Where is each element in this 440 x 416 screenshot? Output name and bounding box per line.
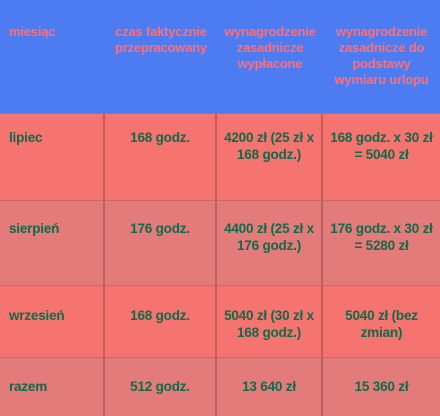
header-salary-paid: wynagrodzenie zasadnicze wypłacone bbox=[224, 24, 316, 71]
table-header-row: miesiąc czas faktycznie przepracowany wy… bbox=[0, 0, 440, 113]
cell-hours: 176 godz. bbox=[105, 201, 217, 286]
cell-base: 15 360 zł bbox=[354, 379, 409, 394]
cell-base: 176 godz. x 30 zł = 5280 zł bbox=[330, 221, 433, 253]
cell-hours: 512 godz. bbox=[105, 358, 217, 416]
cell-paid: 13 640 zł bbox=[217, 358, 323, 416]
cell-paid: 5040 zł (30 zł x 168 godz.) bbox=[217, 286, 323, 358]
cell-base: 168 godz. x 30 zł = 5040 zł bbox=[330, 130, 433, 162]
cell-base: 5040 zł (bez zmian) bbox=[345, 308, 418, 340]
table-row: lipiec 168 godz. 4200 zł (25 zł x 168 go… bbox=[0, 113, 440, 201]
header-hours-worked: czas faktycznie przepracowany bbox=[114, 24, 208, 55]
cell-hours: 168 godz. bbox=[105, 114, 217, 201]
cell-month: sierpień bbox=[0, 201, 105, 286]
header-month: miesiąc bbox=[9, 24, 56, 39]
cell-month: razem bbox=[0, 358, 105, 416]
header-vacation-base: wynagrodzenie zasadnicze do podstawy wym… bbox=[334, 24, 429, 87]
cell-paid: 4200 zł (25 zł x 168 godz.) bbox=[217, 114, 323, 201]
cell-month: wrzesień bbox=[0, 286, 105, 358]
table-row: sierpień 176 godz. 4400 zł (25 zł x 176 … bbox=[0, 200, 440, 286]
cell-paid: 4400 zł (25 zł x 176 godz.) bbox=[217, 201, 323, 286]
cell-hours: 168 godz. bbox=[105, 286, 217, 358]
table-row: wrzesień 168 godz. 5040 zł (30 zł x 168 … bbox=[0, 285, 440, 358]
cell-month: lipiec bbox=[0, 114, 105, 201]
table-total-row: razem 512 godz. 13 640 zł 15 360 zł bbox=[0, 357, 440, 416]
